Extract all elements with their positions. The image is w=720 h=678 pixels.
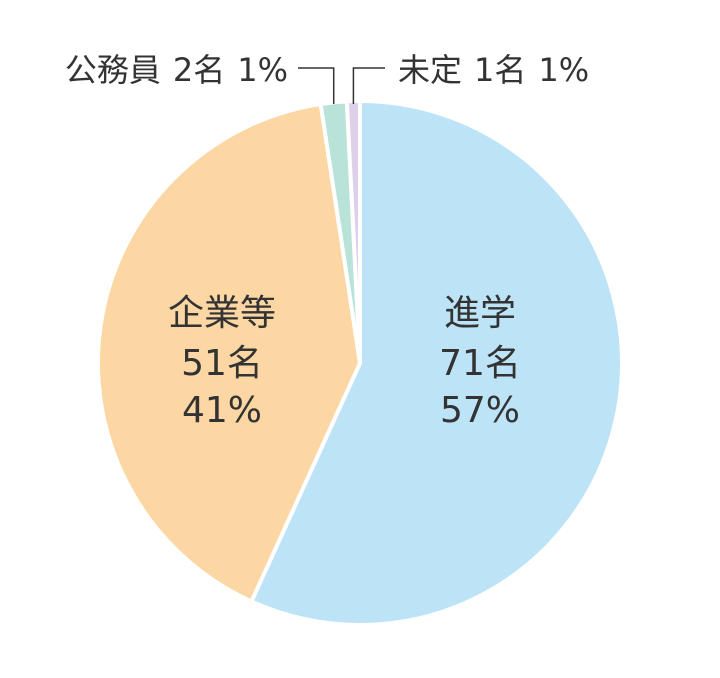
value-label: 1名	[474, 51, 526, 89]
percentage-label: 41%	[182, 390, 262, 431]
value-label: 51名	[181, 343, 263, 384]
percentage-label: 57%	[440, 390, 520, 431]
pie-slice	[249, 99, 624, 627]
value-label: 2名	[173, 51, 225, 89]
slice-label: 進学	[444, 293, 516, 334]
slice-label: 企業等	[168, 293, 276, 334]
value-label: 71名	[439, 343, 521, 384]
outside-label: 未定 1名 1%	[398, 51, 589, 89]
leader-line	[298, 67, 335, 104]
leader-line	[352, 67, 385, 104]
pie-slice	[96, 101, 362, 604]
percentage-label: 1%	[237, 51, 288, 89]
slice-label: 未定	[398, 51, 462, 89]
outside-label: 公務員 2名 1%	[65, 51, 288, 89]
percentage-label: 1%	[538, 51, 589, 89]
slice-label: 公務員	[65, 51, 161, 89]
